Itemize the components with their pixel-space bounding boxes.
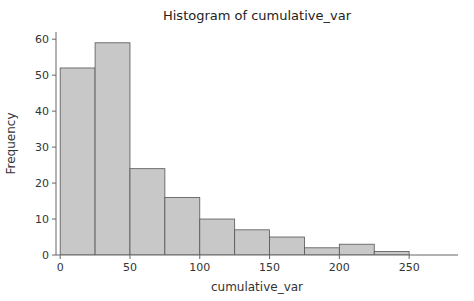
x-tick [199,255,200,259]
chart-title: Histogram of cumulative_var [163,8,352,23]
histogram-bar [165,197,200,255]
x-tick-label: 50 [123,261,137,274]
y-tick-label: 0 [42,249,49,262]
x-axis-line [56,255,458,256]
x-tick [60,255,61,259]
histogram-bar [304,248,339,255]
y-tick [52,111,56,112]
y-tick [52,255,56,256]
chart-svg: 0 50 100 150 200 250 0 10 20 30 40 50 60 Histogram of… [0,0,474,301]
y-tick-label: 10 [35,213,49,226]
x-axis-label: cumulative_var [211,280,303,294]
histogram-bar [95,43,130,255]
y-axis-label: Frequency [4,113,18,175]
y-tick [52,39,56,40]
histogram-bar [235,230,270,255]
x-tick-label: 100 [189,261,210,274]
y-tick-label: 50 [35,69,49,82]
y-tick-label: 60 [35,33,49,46]
x-tick [409,255,410,259]
histogram-bar [130,169,165,255]
y-tick-label: 20 [35,177,49,190]
x-tick [129,255,130,259]
y-axis-line [56,32,57,255]
bars [60,43,409,255]
y-tick [52,75,56,76]
histogram-bar [60,68,95,255]
chart-container: 0 50 100 150 200 250 0 10 20 30 40 50 60 Histogram of… [0,0,474,301]
x-tick [339,255,340,259]
y-tick-label: 30 [35,141,49,154]
y-tick [52,183,56,184]
x-tick-label: 150 [259,261,280,274]
histogram-bar [200,219,235,255]
histogram-bar [339,244,374,255]
y-tick [52,147,56,148]
y-tick-label: 40 [35,105,49,118]
x-tick-label: 200 [329,261,350,274]
x-tick [269,255,270,259]
x-tick-label: 250 [399,261,420,274]
histogram-bar [270,237,305,255]
y-tick [52,219,56,220]
x-tick-label: 0 [57,261,64,274]
histogram-bar [374,251,409,255]
